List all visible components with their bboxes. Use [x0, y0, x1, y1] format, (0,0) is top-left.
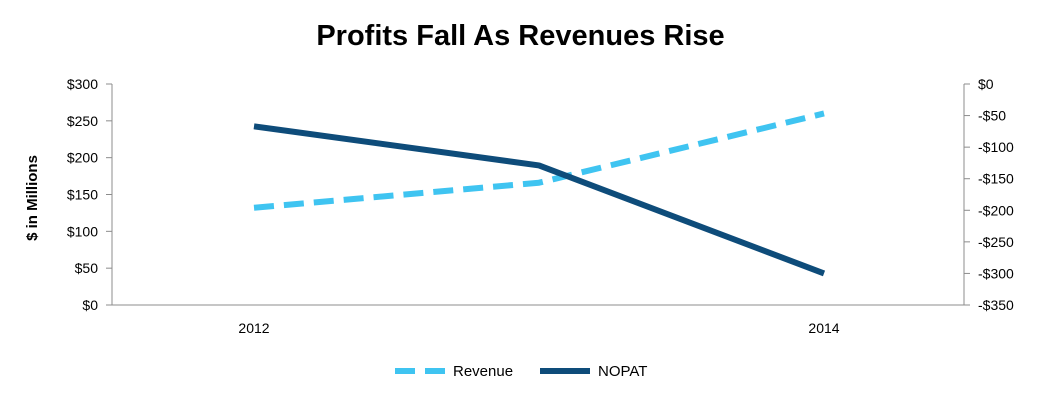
- left-tick-label: $300: [67, 76, 98, 92]
- right-tick-label: -$100: [978, 139, 1014, 155]
- left-tick-label: $200: [67, 150, 98, 166]
- x-axis-ticks: 2012 2014: [238, 320, 839, 336]
- series-lines: [253, 110, 826, 277]
- right-tick-label: -$200: [978, 202, 1014, 218]
- right-tick-label: -$250: [978, 234, 1014, 250]
- right-tick-label: -$50: [978, 108, 1006, 124]
- x-tick-label: 2014: [808, 320, 839, 336]
- left-tick-label: $50: [75, 260, 99, 276]
- right-tick-label: -$150: [978, 171, 1014, 187]
- left-tick-label: $250: [67, 113, 98, 129]
- chart-title: Profits Fall As Revenues Rise: [316, 20, 725, 52]
- legend-label-nopat: NOPAT: [598, 363, 647, 380]
- x-tick-label: 2012: [238, 320, 269, 336]
- left-tick-label: $100: [67, 223, 98, 239]
- chart-legend: Revenue NOPAT: [395, 363, 647, 380]
- right-tick-label: -$300: [978, 265, 1014, 281]
- series-line-nopat: [253, 123, 826, 277]
- legend-label-revenue: Revenue: [453, 363, 513, 380]
- right-tick-label: $0: [978, 76, 994, 92]
- series-line-revenue: [253, 110, 825, 211]
- left-axis-ticks: $0 $50 $100 $150 $200 $250 $300: [67, 76, 112, 313]
- right-axis-ticks: $0 -$50 -$100 -$150 -$200 -$250 -$300 -$350: [964, 76, 1014, 313]
- left-tick-label: $150: [67, 187, 98, 203]
- y-axis-label: $ in Millions: [24, 155, 41, 241]
- right-tick-label: -$350: [978, 297, 1014, 313]
- left-tick-label: $0: [82, 297, 98, 313]
- chart-axes: [111, 84, 965, 306]
